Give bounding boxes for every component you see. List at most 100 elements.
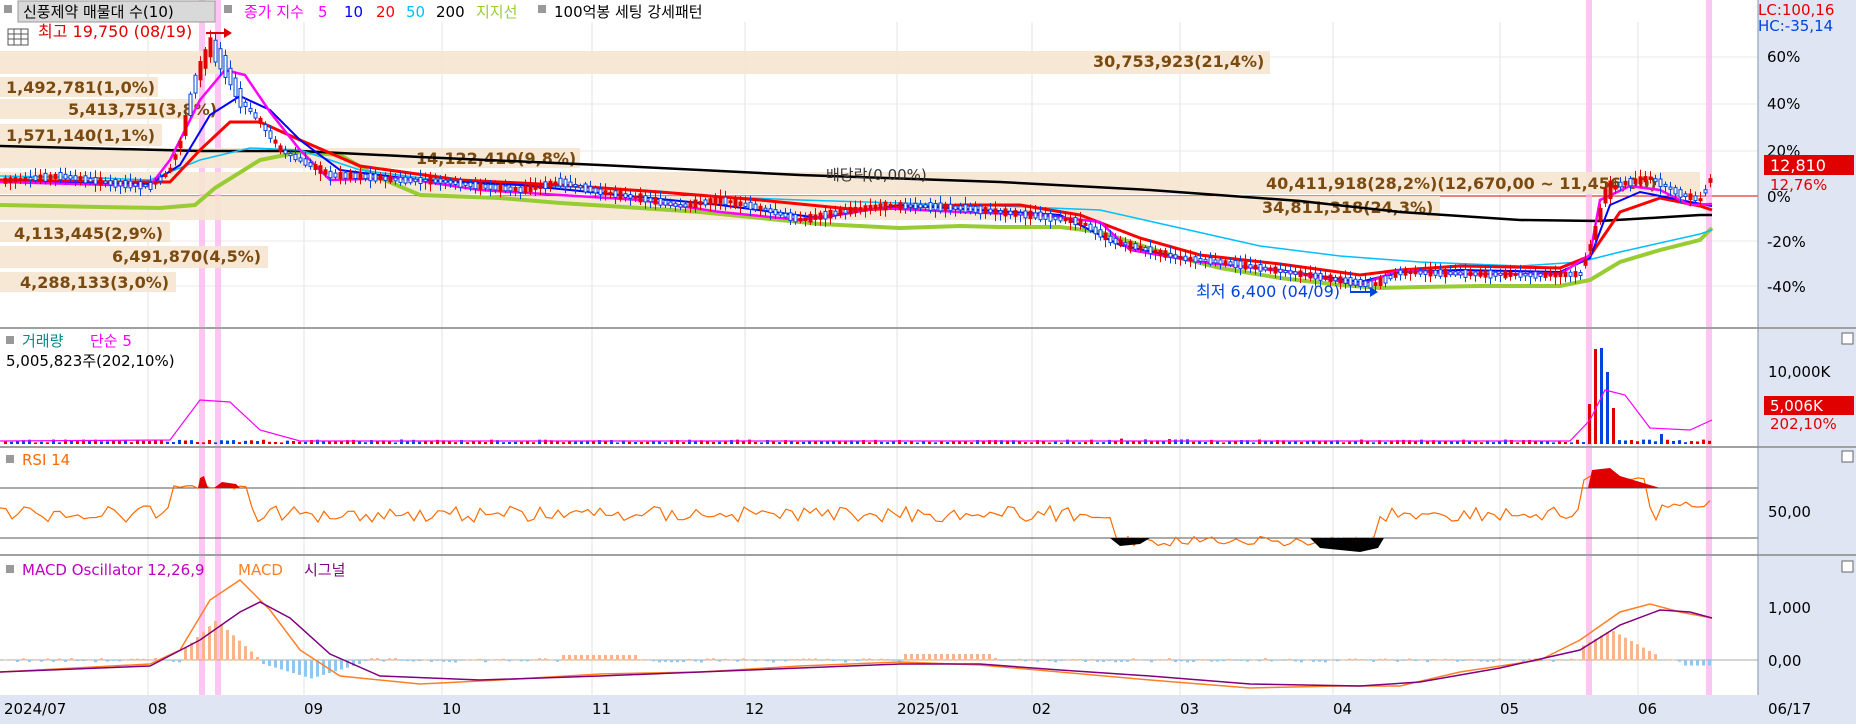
volume-bar — [112, 440, 115, 444]
candle — [1148, 246, 1153, 255]
candle — [1333, 276, 1338, 282]
macd-histogram-bar — [118, 660, 121, 662]
current-price-badge — [1764, 155, 1854, 175]
candle — [543, 181, 548, 190]
candle — [613, 190, 618, 198]
volume-ma-label[interactable]: 단순 5 — [90, 332, 132, 350]
candle — [403, 176, 408, 184]
candle — [498, 184, 503, 192]
candle — [1183, 255, 1188, 262]
ma-legend-label[interactable]: 종가 지수 — [244, 3, 304, 21]
volume-bar — [298, 441, 301, 444]
rsi-close-icon[interactable] — [1841, 450, 1854, 463]
candle — [83, 175, 88, 184]
candle — [798, 217, 803, 222]
volume-bar — [1222, 442, 1225, 444]
macd-histogram-bar — [436, 660, 439, 661]
volume-bar — [346, 440, 349, 444]
candle — [548, 180, 553, 188]
date-tick: 10 — [442, 700, 461, 718]
candle — [1553, 271, 1558, 278]
volume-bar — [340, 441, 343, 444]
candle — [738, 201, 743, 207]
candle — [113, 178, 118, 188]
volume-profile-band — [0, 272, 176, 292]
ma20-legend[interactable]: 20 — [376, 3, 395, 21]
candle — [783, 212, 788, 218]
ma200-legend[interactable]: 200 — [436, 3, 465, 21]
macd-histogram-bar — [790, 659, 793, 661]
event-highlights — [199, 0, 1712, 695]
macd-close-icon[interactable] — [1841, 560, 1854, 573]
ma5-legend[interactable]: 5 — [318, 3, 328, 21]
candle — [1233, 260, 1238, 269]
signal-legend[interactable]: 시그널 — [304, 561, 345, 579]
candle — [793, 214, 798, 223]
volume-bar — [508, 442, 511, 444]
macd-histogram-bar — [1636, 644, 1639, 661]
volume-title[interactable]: 거래량 — [22, 332, 64, 350]
volume-bar — [1180, 439, 1183, 444]
candle — [1598, 207, 1603, 222]
volume-bar — [142, 440, 145, 444]
table-icon[interactable] — [7, 28, 29, 46]
candle — [843, 209, 848, 214]
volume-bar — [742, 440, 745, 444]
volume-bar — [400, 439, 403, 444]
ma10-legend[interactable]: 10 — [344, 3, 363, 21]
volume-bar — [1288, 441, 1291, 444]
macd-title[interactable]: MACD Oscillator 12,26,9 — [22, 561, 205, 579]
candle — [1003, 208, 1008, 217]
volume-close-icon[interactable] — [1841, 332, 1854, 345]
volume-bar — [538, 439, 541, 444]
date-tick: 08 — [148, 700, 167, 718]
volume-bar — [334, 441, 337, 444]
candle — [558, 177, 563, 187]
stock-name-box[interactable] — [17, 0, 216, 23]
volume-bar — [16, 440, 19, 444]
candle — [763, 207, 768, 211]
macd-histogram-bar — [286, 660, 289, 672]
candle — [688, 201, 693, 208]
macd-histogram-bar — [1582, 645, 1585, 661]
candle — [848, 206, 853, 215]
candle — [928, 202, 933, 211]
ma50-legend[interactable]: 50 — [406, 3, 425, 21]
volume-bar — [1306, 440, 1309, 444]
volume-bar — [1708, 440, 1711, 444]
macd-histogram-bar — [1018, 658, 1021, 661]
volume-bar — [466, 442, 469, 444]
rsi-title[interactable]: RSI 14 — [22, 451, 70, 469]
candle — [1638, 176, 1643, 185]
macd-histogram-bar — [1384, 658, 1387, 661]
macd-histogram-bar — [1228, 658, 1231, 661]
macd-histogram-bar — [574, 655, 577, 661]
macd-legend[interactable]: MACD — [238, 561, 283, 579]
candle — [1698, 198, 1703, 202]
volume-bar — [1648, 439, 1651, 444]
date-tick: 06/17 — [1768, 700, 1811, 718]
volume-bar — [1588, 404, 1591, 444]
candle — [443, 179, 448, 184]
candle — [1268, 267, 1273, 272]
macd-histogram-bar — [616, 655, 619, 661]
volume-axis-tick: 10,000K — [1768, 363, 1831, 381]
support-legend[interactable]: 지지선 — [476, 3, 517, 21]
stock-name[interactable]: 신풍제약 매물대 수(10) — [23, 3, 174, 21]
volume-bar — [1072, 441, 1075, 444]
macd-histogram-bar — [94, 660, 97, 663]
volume-profile-band — [0, 51, 1270, 74]
pattern-legend[interactable]: 100억봉 세팅 강세패턴 — [554, 3, 703, 21]
macd-histogram-bar — [442, 660, 445, 662]
candle — [1363, 280, 1368, 288]
volume-bar — [1234, 441, 1237, 444]
volume-profile-band — [0, 77, 158, 97]
volume-bar — [94, 439, 97, 444]
volume-bar — [250, 440, 253, 444]
macd-histogram-bar — [1282, 660, 1285, 661]
macd-histogram-bar — [364, 660, 367, 662]
candle — [248, 107, 253, 112]
volume-bar — [1480, 442, 1483, 444]
volume-bar — [286, 440, 289, 444]
volume-bar — [1228, 440, 1231, 444]
